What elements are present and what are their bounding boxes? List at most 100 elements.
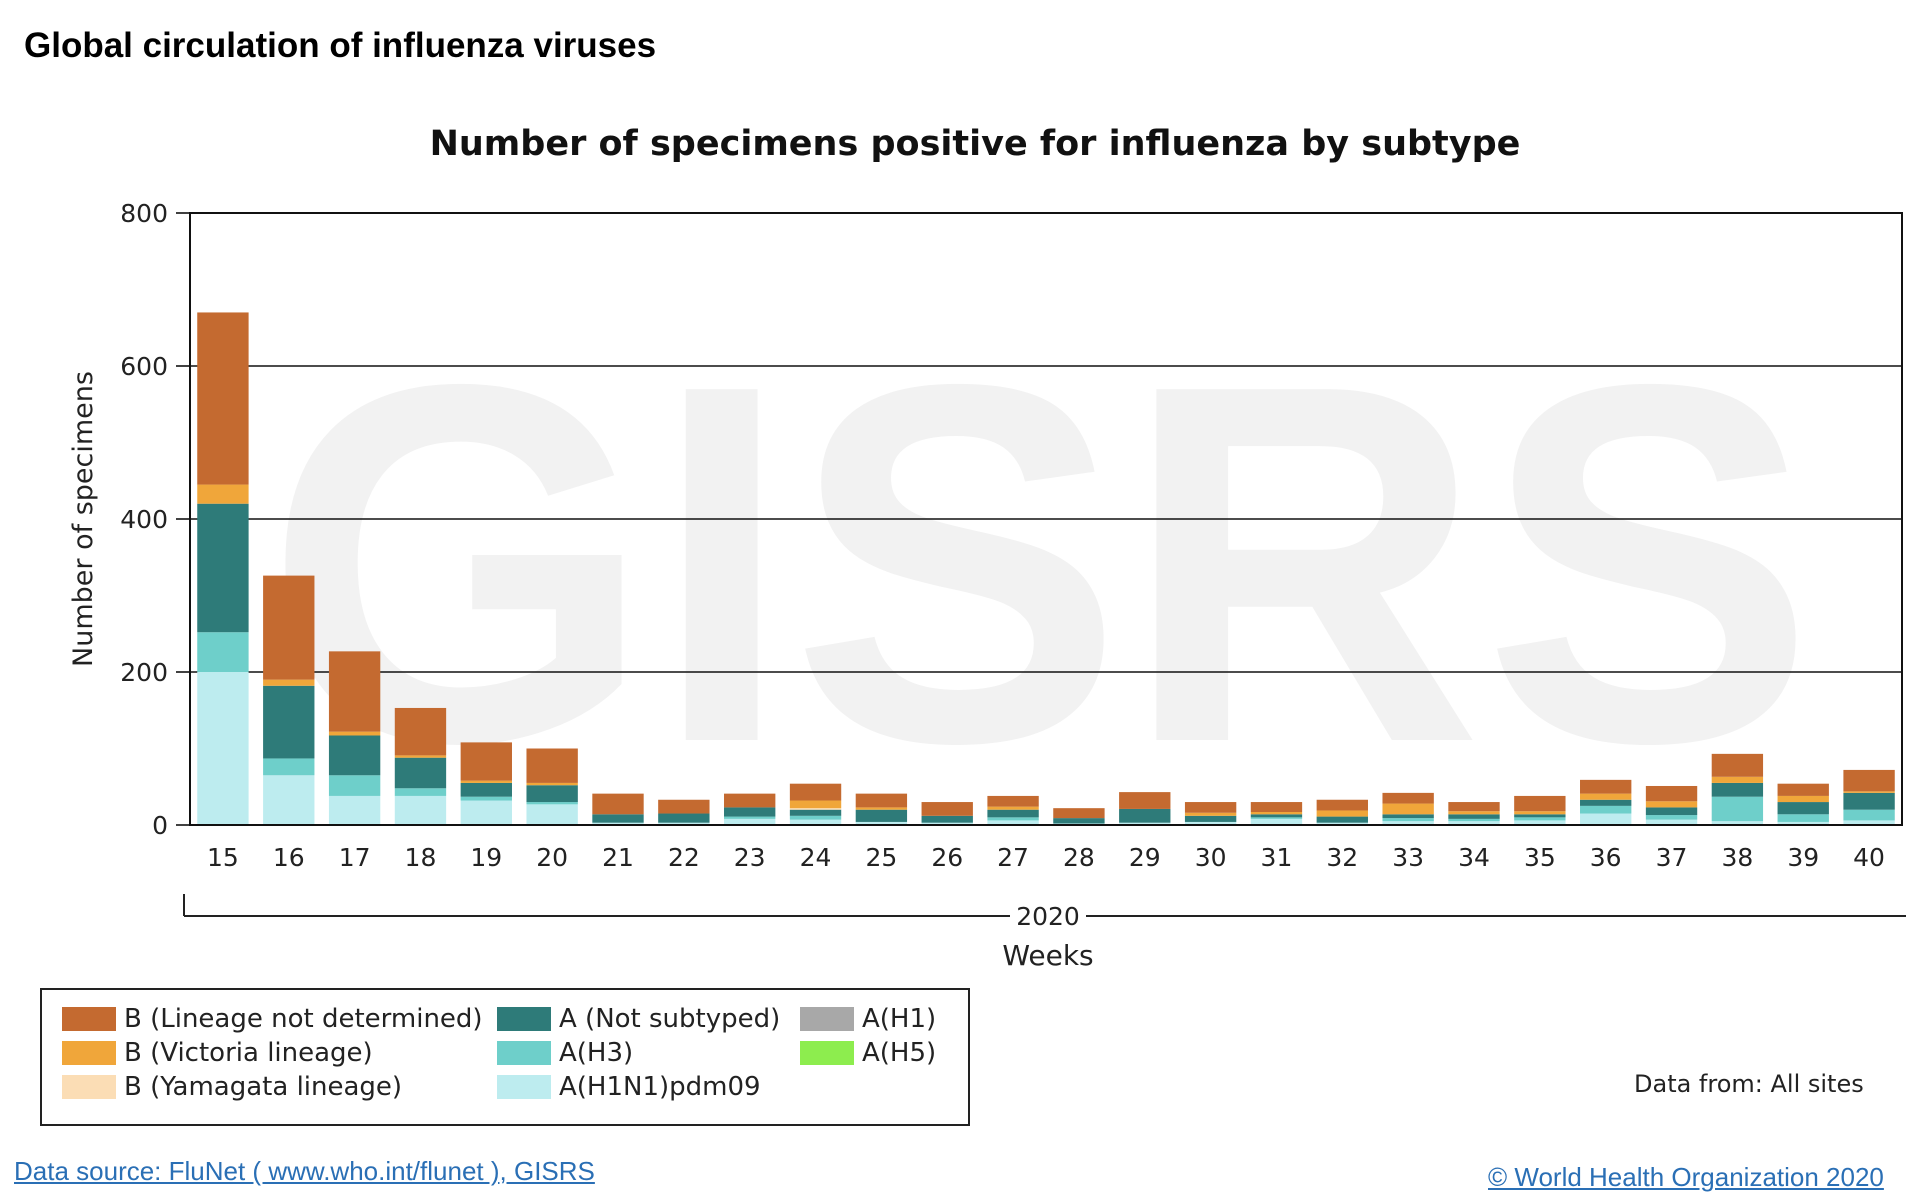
bar-segment-a-h1n1-pdm09-week-40: [1843, 820, 1895, 825]
bar-segment-a-not-subtyped-week-36: [1580, 799, 1632, 806]
bar-segment-a-not-subtyped-week-25: [855, 809, 908, 822]
bar-segment-a-not-subtyped-week-15: [197, 503, 249, 633]
x-tick-label: 40: [1853, 843, 1885, 872]
bar-segment-b-lineage-not-determined-week-27: [987, 795, 1039, 807]
bar-segment-b-victoria-lineage-week-40: [1843, 791, 1895, 793]
bar-segment-a-h3-week-20: [526, 802, 578, 805]
x-tick-label: 38: [1721, 843, 1753, 872]
x-tick-label: 30: [1195, 843, 1227, 872]
bar-segment-b-victoria-lineage-week-35: [1514, 811, 1566, 815]
bar-segment-b-lineage-not-determined-week-34: [1448, 802, 1500, 812]
bar-segment-a-h1n1-pdm09-week-31: [1250, 818, 1303, 825]
bar-segment-b-victoria-lineage-week-18: [394, 755, 447, 758]
bar-segment-a-h1n1-pdm09-week-19: [460, 800, 512, 825]
bar-segment-a-h3-week-31: [1250, 817, 1303, 819]
x-tick-label: 39: [1787, 843, 1819, 872]
bar-segment-a-not-subtyped-week-22: [658, 813, 710, 823]
bar-segment-b-lineage-not-determined-week-37: [1645, 785, 1698, 802]
bar-segment-a-h1n1-pdm09-week-16: [263, 775, 315, 825]
x-axis-label: Weeks: [1002, 939, 1093, 972]
legend-swatch: [497, 1075, 551, 1099]
legend-item-b-lineage-not-determined: B (Lineage not determined): [62, 1004, 483, 1034]
legend-label: A(H5): [862, 1038, 937, 1068]
data-from-note: Data from: All sites: [1634, 1070, 1864, 1098]
bar-segment-a-h1n1-pdm09-week-22: [658, 822, 710, 825]
bar-segment-a-h1n1-pdm09-week-30: [1184, 821, 1237, 825]
data-source-link[interactable]: Data source: FluNet ( www.who.int/flunet…: [14, 1156, 595, 1186]
x-tick-label: 21: [602, 843, 634, 872]
bar-segment-a-h1n1-pdm09-week-24: [789, 819, 842, 825]
bar-segment-a-not-subtyped-week-27: [987, 809, 1039, 818]
year-bracket: 2020: [183, 894, 1906, 931]
x-tick-label: 26: [931, 843, 963, 872]
legend-swatch: [800, 1041, 854, 1065]
legend-item-a-h1n1pdm09: A(H1N1)pdm09: [497, 1072, 761, 1102]
legend-swatch: [800, 1007, 854, 1031]
bar-segment-a-not-subtyped-week-21: [592, 814, 644, 823]
y-tick-label: 600: [120, 352, 168, 381]
y-tick-label: 200: [120, 658, 168, 687]
x-tick-label: 35: [1524, 843, 1556, 872]
bar-segment-a-h1n1-pdm09-week-34: [1448, 821, 1500, 825]
x-tick-label: 24: [800, 843, 832, 872]
x-tick-label: 36: [1590, 843, 1622, 872]
legend-swatch: [497, 1041, 551, 1065]
bar-segment-a-not-subtyped-week-20: [526, 785, 578, 803]
chart-title: Number of specimens positive for influen…: [430, 124, 1521, 164]
watermark: GISRS: [265, 279, 1815, 849]
legend-item-b-victoria: B (Victoria lineage): [62, 1038, 373, 1068]
bar-segment-a-h1n1-pdm09-week-23: [724, 818, 776, 825]
bar-segment-a-not-subtyped-week-23: [724, 807, 776, 817]
x-tick-label: 22: [668, 843, 700, 872]
bar-segment-a-h1n1-pdm09-week-36: [1580, 813, 1632, 825]
bar-segment-a-h3-week-19: [460, 796, 512, 801]
bar-segment-b-lineage-not-determined-week-25: [855, 793, 908, 808]
bar-segment-a-h1n1-pdm09-week-37: [1645, 819, 1698, 825]
bars: [197, 312, 1895, 825]
x-tick-label: 23: [734, 843, 766, 872]
copyright-link[interactable]: © World Health Organization 2020: [1488, 1162, 1884, 1192]
bar-segment-b-lineage-not-determined-week-19: [460, 742, 512, 781]
bar-segment-b-lineage-not-determined-week-17: [328, 651, 381, 732]
bar-segment-b-victoria-lineage-week-16: [263, 679, 315, 686]
x-tick-label: 32: [1326, 843, 1358, 872]
legend-swatch: [497, 1007, 551, 1031]
bar-segment-a-h3-week-17: [328, 775, 381, 796]
bar-segment-a-not-subtyped-week-16: [263, 685, 315, 759]
bar-segment-b-victoria-lineage-week-33: [1382, 803, 1434, 815]
bar-segment-a-h3-week-40: [1843, 809, 1895, 821]
bar-segment-a-h1n1-pdm09-week-33: [1382, 821, 1434, 825]
legend-item-a-not-subtyped: A (Not subtyped): [497, 1004, 780, 1034]
bar-segment-a-h3-week-35: [1514, 817, 1566, 821]
x-tick-label: 17: [339, 843, 371, 872]
legend-label: B (Lineage not determined): [124, 1004, 483, 1034]
bar-segment-a-h3-week-18: [394, 788, 447, 796]
bar-segment-b-victoria-lineage-week-27: [987, 806, 1039, 810]
bar-segment-a-h1n1-pdm09-week-29: [1119, 822, 1171, 825]
legend-item-a-h1: A(H1): [800, 1004, 936, 1034]
legend-swatch: [62, 1007, 116, 1031]
legend-label: B (Yamagata lineage): [124, 1072, 403, 1102]
bar-segment-a-not-subtyped-week-37: [1645, 807, 1698, 816]
bar-segment-a-h1n1-pdm09-week-18: [394, 795, 447, 825]
bar-segment-b-lineage-not-determined-week-18: [394, 707, 447, 756]
x-tick-label: 31: [1261, 843, 1293, 872]
bar-segment-b-victoria-lineage-week-20: [526, 782, 578, 786]
bar-segment-a-h1n1-pdm09-week-27: [987, 820, 1039, 825]
y-tick-label: 0: [152, 811, 168, 840]
bar-segment-a-h3-week-34: [1448, 818, 1500, 822]
bar-segment-a-not-subtyped-week-30: [1184, 815, 1237, 822]
bar-segment-a-h3-week-16: [263, 758, 315, 776]
bar-segment-b-victoria-lineage-week-24: [789, 800, 842, 809]
bar-segment-b-lineage-not-determined-week-21: [592, 793, 644, 815]
bar-segment-a-h3-week-36: [1580, 805, 1632, 814]
bar-segment-b-lineage-not-determined-week-16: [263, 575, 315, 680]
bar-segment-a-not-subtyped-week-29: [1119, 808, 1171, 823]
x-tick-label: 19: [470, 843, 502, 872]
bar-segment-a-h3-week-33: [1382, 818, 1434, 822]
legend-item-a-h5: A(H5): [800, 1038, 936, 1068]
bar-segment-b-lineage-not-determined-week-38: [1711, 753, 1764, 777]
bar-segment-b-lineage-not-determined-week-40: [1843, 769, 1895, 792]
bar-segment-b-lineage-not-determined-week-35: [1514, 795, 1566, 812]
bar-segment-b-lineage-not-determined-week-28: [1053, 808, 1105, 819]
